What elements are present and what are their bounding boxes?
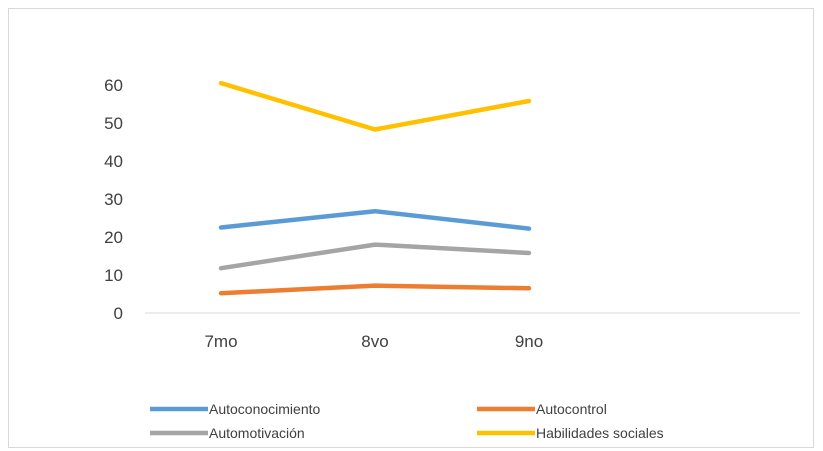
y-tick-0: 0: [114, 304, 123, 323]
x-tick-8vo: 8vo: [361, 332, 388, 351]
series-line-habilidades-sociales: [218, 80, 532, 132]
y-tick-60: 60: [104, 76, 123, 95]
y-tick-10: 10: [104, 266, 123, 285]
y-axis-ticks: 0 10 20 30 40 50 60: [104, 76, 123, 323]
legend-item-habilidades-sociales: Habilidades sociales: [477, 425, 664, 441]
x-tick-9no: 9no: [515, 332, 543, 351]
series-lines: [218, 80, 532, 296]
legend-item-autoconocimiento: Autoconocimiento: [150, 401, 321, 417]
y-tick-40: 40: [104, 152, 123, 171]
y-tick-30: 30: [104, 190, 123, 209]
series-line-automotivacion: [218, 242, 532, 271]
legend-label-automotivacion: Automotivación: [209, 425, 305, 441]
x-axis-ticks: 7mo 8vo 9no: [204, 332, 543, 351]
y-tick-20: 20: [104, 228, 123, 247]
chart-frame: [8, 8, 814, 448]
series-line-autocontrol: [218, 283, 532, 296]
legend-label-habilidades-sociales: Habilidades sociales: [536, 425, 664, 441]
x-tick-7mo: 7mo: [204, 332, 237, 351]
legend-item-automotivacion: Automotivación: [150, 425, 305, 441]
series-line-autoconocimiento: [218, 208, 532, 231]
y-tick-50: 50: [104, 114, 123, 133]
legend-label-autoconocimiento: Autoconocimiento: [209, 401, 321, 417]
legend-label-autocontrol: Autocontrol: [536, 401, 607, 417]
legend-item-autocontrol: Autocontrol: [477, 401, 607, 417]
legend: Autoconocimiento Autocontrol Automotivac…: [150, 401, 664, 441]
